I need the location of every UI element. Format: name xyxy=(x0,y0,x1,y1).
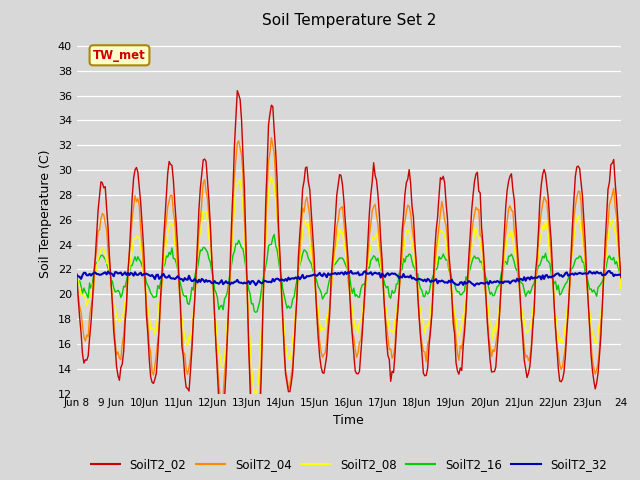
SoilT2_02 xyxy=(463,278,471,284)
Legend: SoilT2_02, SoilT2_04, SoilT2_08, SoilT2_16, SoilT2_32: SoilT2_02, SoilT2_04, SoilT2_08, SoilT2_… xyxy=(86,454,612,476)
SoilT2_32 xyxy=(617,272,625,278)
SoilT2_16 xyxy=(356,294,364,300)
SoilT2_02 xyxy=(616,252,623,257)
Y-axis label: Soil Temperature (C): Soil Temperature (C) xyxy=(39,149,52,278)
SoilT2_16 xyxy=(252,310,260,315)
SoilT2_04 xyxy=(616,257,623,263)
SoilT2_08 xyxy=(617,286,625,291)
SoilT2_02 xyxy=(356,369,364,374)
SoilT2_02 xyxy=(234,88,241,94)
SoilT2_32 xyxy=(470,283,478,288)
SoilT2_08 xyxy=(616,266,623,272)
SoilT2_02 xyxy=(73,271,81,276)
SoilT2_32 xyxy=(605,268,613,274)
SoilT2_16 xyxy=(616,269,623,275)
SoilT2_16 xyxy=(617,277,625,283)
SoilT2_16 xyxy=(92,262,99,267)
Line: SoilT2_04: SoilT2_04 xyxy=(77,138,621,446)
SoilT2_02 xyxy=(545,196,552,202)
SoilT2_04 xyxy=(250,443,258,449)
SoilT2_04 xyxy=(92,257,99,263)
SoilT2_08 xyxy=(268,174,275,180)
SoilT2_32 xyxy=(73,272,81,278)
SoilT2_16 xyxy=(73,275,81,280)
SoilT2_04 xyxy=(617,273,625,278)
SoilT2_08 xyxy=(108,293,116,299)
SoilT2_32 xyxy=(353,271,360,276)
Title: Soil Temperature Set 2: Soil Temperature Set 2 xyxy=(262,13,436,28)
SoilT2_04 xyxy=(108,298,116,303)
Line: SoilT2_16: SoilT2_16 xyxy=(77,235,621,312)
SoilT2_08 xyxy=(73,281,81,287)
Line: SoilT2_32: SoilT2_32 xyxy=(77,271,621,286)
SoilT2_02 xyxy=(92,255,99,261)
SoilT2_32 xyxy=(461,279,468,285)
SoilT2_32 xyxy=(616,272,623,277)
SoilT2_16 xyxy=(108,278,116,284)
SoilT2_02 xyxy=(617,275,625,280)
SoilT2_04 xyxy=(545,216,552,222)
SoilT2_16 xyxy=(463,277,471,283)
SoilT2_04 xyxy=(73,282,81,288)
SoilT2_16 xyxy=(545,259,552,264)
Line: SoilT2_02: SoilT2_02 xyxy=(77,91,621,480)
SoilT2_08 xyxy=(92,276,99,282)
SoilT2_32 xyxy=(108,271,116,277)
SoilT2_04 xyxy=(268,135,275,141)
SoilT2_16 xyxy=(270,232,278,238)
SoilT2_02 xyxy=(108,300,116,306)
SoilT2_32 xyxy=(543,272,551,278)
Line: SoilT2_08: SoilT2_08 xyxy=(77,177,621,394)
SoilT2_08 xyxy=(252,391,260,396)
SoilT2_04 xyxy=(463,285,471,291)
SoilT2_08 xyxy=(356,319,364,325)
SoilT2_08 xyxy=(463,283,471,288)
X-axis label: Time: Time xyxy=(333,414,364,427)
SoilT2_08 xyxy=(545,232,552,238)
SoilT2_04 xyxy=(356,339,364,345)
SoilT2_32 xyxy=(92,270,99,276)
Text: TW_met: TW_met xyxy=(93,49,146,62)
